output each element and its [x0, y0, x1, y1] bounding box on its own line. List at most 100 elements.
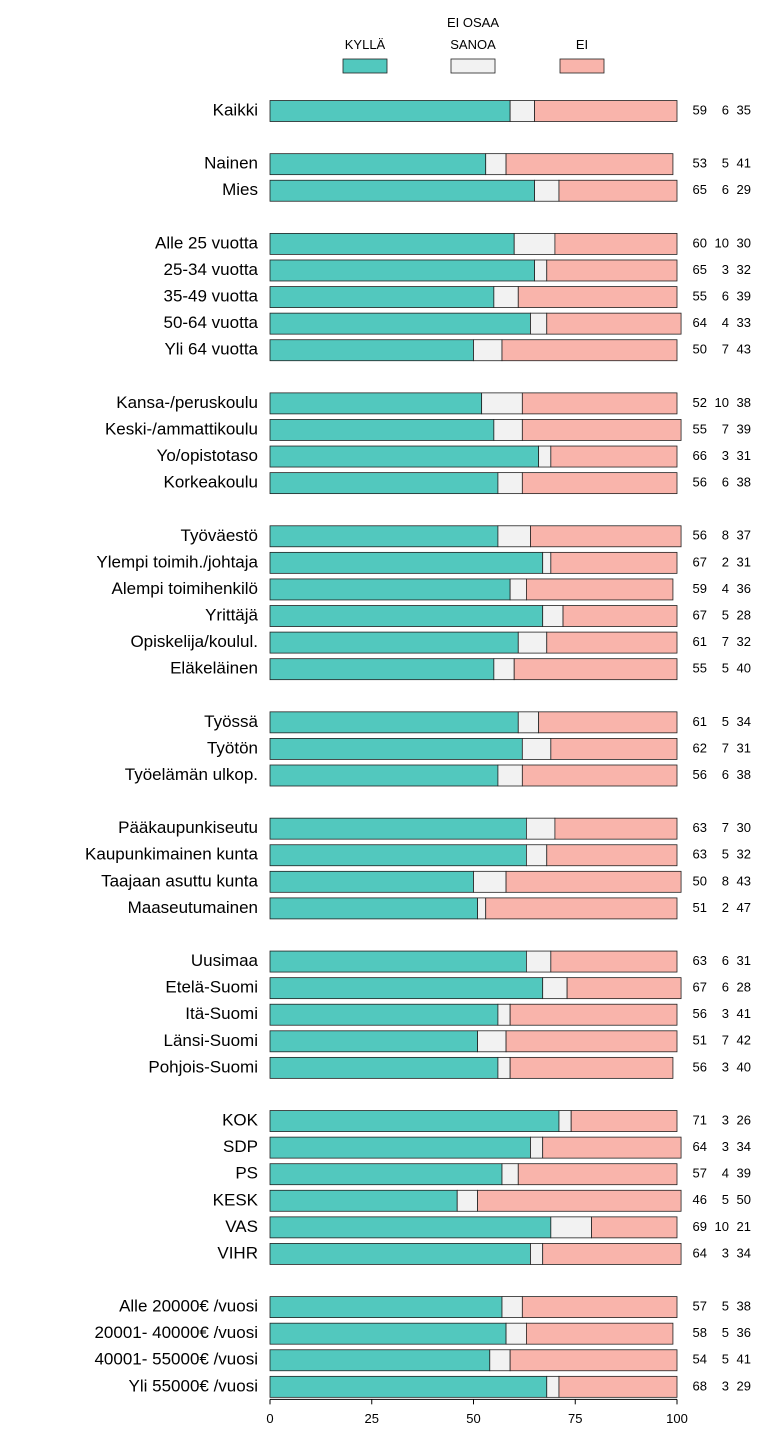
bar-segment	[538, 711, 678, 734]
value-label: 38	[737, 475, 751, 490]
value-label: 66	[693, 448, 707, 463]
category-label: Nainen	[204, 154, 258, 173]
value-label: 5	[722, 714, 729, 729]
value-label: 43	[737, 873, 751, 888]
value-label: 10	[715, 395, 729, 410]
value-label: 61	[693, 634, 707, 649]
bar-segment	[591, 1216, 678, 1239]
value-label: 4	[722, 315, 729, 330]
value-label: 38	[737, 767, 751, 782]
bar-segment	[526, 1322, 674, 1345]
value-label: 52	[693, 395, 707, 410]
category-label: Taajaan asuttu kunta	[101, 871, 258, 890]
value-label: 60	[693, 235, 707, 250]
value-label: 39	[737, 421, 751, 436]
bar-segment	[269, 339, 474, 362]
bar-segment	[269, 1216, 552, 1239]
bar-segment	[526, 817, 556, 840]
bar-segment	[554, 817, 678, 840]
value-label: 46	[693, 1192, 707, 1207]
value-label: 6	[722, 767, 729, 782]
value-label: 6	[722, 980, 729, 995]
value-label: 7	[722, 342, 729, 357]
bar-segment	[269, 605, 544, 627]
category-label: Työssä	[204, 712, 258, 731]
bar-segment	[550, 950, 678, 973]
value-label: 7	[722, 740, 729, 755]
category-label: Alle 25 vuotta	[155, 233, 259, 252]
bar-segment	[269, 525, 499, 548]
bar-segment	[546, 312, 682, 335]
category-label: Korkeakoulu	[163, 473, 258, 492]
bar-segment	[269, 1189, 458, 1212]
bar-segment	[521, 1296, 678, 1318]
bar-segment	[554, 232, 678, 255]
bar-segment	[501, 1296, 523, 1318]
value-label: 31	[737, 740, 751, 755]
value-label: 37	[737, 528, 751, 543]
bar-segment	[493, 286, 519, 308]
value-label: 4	[722, 581, 729, 596]
bar-segment	[497, 764, 523, 787]
value-label: 38	[737, 395, 751, 410]
bar-segment	[269, 1110, 560, 1132]
value-label: 41	[737, 1352, 751, 1367]
bar-segment	[542, 605, 564, 627]
bar-segment	[546, 1375, 560, 1398]
bar-segment	[517, 1163, 678, 1186]
value-label: 50	[737, 1192, 751, 1207]
legend-swatch	[450, 58, 496, 74]
bar-segment	[477, 1189, 682, 1212]
value-label: 64	[693, 315, 707, 330]
category-label: Eläkeläinen	[170, 659, 258, 678]
value-label: 26	[737, 1112, 751, 1127]
value-label: 67	[693, 607, 707, 622]
value-label: 29	[737, 182, 751, 197]
category-label: Alempi toimihenkilö	[112, 579, 258, 598]
bar-segment	[269, 392, 483, 415]
value-label: 56	[693, 528, 707, 543]
category-label: VAS	[225, 1217, 258, 1236]
value-label: 67	[693, 554, 707, 569]
value-label: 3	[722, 1139, 729, 1154]
bar-segment	[269, 1163, 503, 1186]
bar-segment	[269, 100, 511, 122]
value-label: 50	[693, 342, 707, 357]
value-label: 31	[737, 448, 751, 463]
bar-segment	[509, 1003, 678, 1026]
value-label: 64	[693, 1139, 707, 1154]
category-label: Alle 20000€ /vuosi	[119, 1297, 258, 1316]
bar-segment	[269, 977, 544, 1000]
bar-segment	[269, 551, 544, 574]
legend-swatch	[559, 58, 605, 74]
bar-segment	[269, 1136, 531, 1159]
category-label: 35-49 vuotta	[163, 287, 258, 306]
value-label: 55	[693, 288, 707, 303]
value-label: 55	[693, 421, 707, 436]
value-label: 7	[722, 421, 729, 436]
category-label: Kaupunkimainen kunta	[85, 845, 259, 864]
bar-segment	[473, 870, 507, 893]
category-label: Työtön	[207, 738, 258, 757]
value-label: 56	[693, 1006, 707, 1021]
bar-segment	[497, 1056, 511, 1079]
value-label: 68	[693, 1378, 707, 1393]
bar-segment	[473, 339, 503, 362]
value-label: 29	[737, 1378, 751, 1393]
category-label: Etelä-Suomi	[165, 978, 258, 997]
value-label: 3	[722, 1378, 729, 1393]
value-label: 33	[737, 315, 751, 330]
value-label: 5	[722, 1325, 729, 1340]
bar-segment	[269, 1349, 491, 1372]
bar-segment	[521, 764, 678, 787]
bar-segment	[534, 179, 560, 202]
bar-segment	[456, 1189, 478, 1212]
value-label: 67	[693, 980, 707, 995]
value-label: 30	[737, 820, 751, 835]
bar-segment	[550, 1216, 592, 1239]
value-label: 5	[722, 1192, 729, 1207]
bar-segment	[269, 738, 523, 760]
bar-segment	[534, 100, 678, 122]
bar-segment	[269, 445, 540, 468]
